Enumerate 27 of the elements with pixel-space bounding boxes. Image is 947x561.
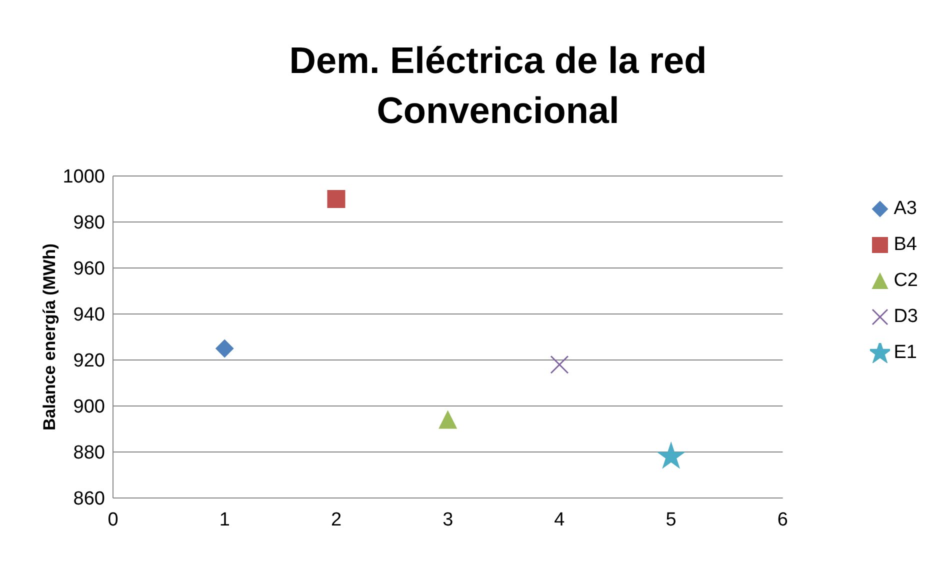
point <box>438 410 457 429</box>
x-tick-label: 2 <box>330 509 342 530</box>
y-tick-label: 1000 <box>62 166 105 188</box>
x-tick-label: 1 <box>219 509 230 530</box>
y-tick-label: 920 <box>73 350 105 372</box>
legend-label: A3 <box>894 198 917 220</box>
y-axis-title: Balance energía (MWh) <box>40 243 60 431</box>
chart-title: Dem. Eléctrica de la red Convencional <box>288 39 708 133</box>
x-tick-label: 6 <box>777 509 788 530</box>
point <box>656 441 686 469</box>
point <box>216 340 234 358</box>
x-tick-label: 0 <box>108 509 118 530</box>
point <box>327 190 346 208</box>
legend-label: C2 <box>894 270 918 292</box>
y-tick-label: 980 <box>73 212 105 234</box>
y-tick-label: 880 <box>73 442 105 464</box>
x-tick-label: 5 <box>666 509 676 530</box>
y-tick-label: 940 <box>73 304 105 326</box>
x-tick-label: 4 <box>554 509 566 530</box>
legend-label: D3 <box>894 306 918 328</box>
y-tick-label: 860 <box>73 488 105 510</box>
legend-label: B4 <box>894 234 917 256</box>
y-tick-label: 960 <box>73 258 105 280</box>
legend-label: E1 <box>894 342 917 364</box>
y-tick-label: 900 <box>73 396 105 418</box>
x-tick-label: 3 <box>442 509 454 530</box>
point <box>550 355 569 374</box>
